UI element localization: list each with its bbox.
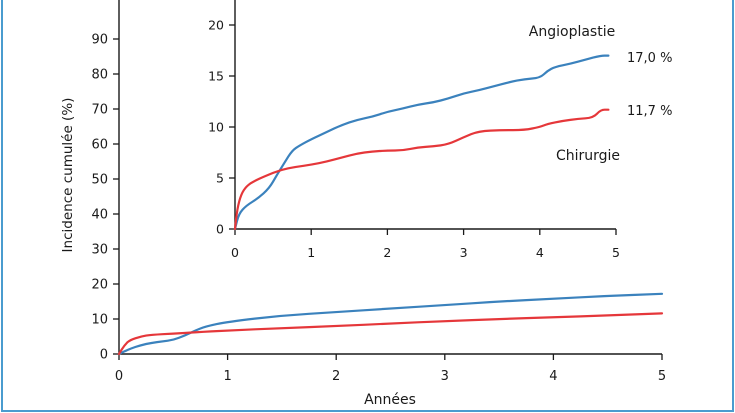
end-label-chirurgie: 11,7 %	[627, 104, 672, 119]
main-y-tick-label: 80	[91, 68, 108, 83]
main-x-ticks: 0 1 2 3 4 5	[115, 354, 666, 384]
main-y-axis-label: Incidence cumulée (%)	[60, 98, 76, 253]
inset-y-tick-label: 10	[208, 120, 224, 135]
main-x-tick-label: 0	[115, 369, 123, 384]
main-y-tick-label: 10	[91, 313, 108, 328]
inset-y-tick-label: 0	[216, 222, 224, 237]
inset-y-tick-label: 15	[208, 69, 224, 84]
inset-series-lines	[233, 54, 610, 231]
inset-x-ticks: 0 1 2 3 4 5	[231, 229, 620, 260]
inset-x-tick-label: 0	[231, 245, 239, 260]
inset-series-line-angioplastie	[233, 54, 610, 231]
inset-series-line-chirurgie	[233, 108, 610, 231]
inset-y-tick-label: 20	[208, 18, 224, 33]
main-x-axis-label: Années	[364, 392, 416, 408]
main-y-tick-label: 50	[91, 173, 108, 188]
main-x-tick-label: 5	[658, 369, 666, 384]
main-series-lines	[117, 292, 664, 356]
main-y-tick-label: 0	[100, 348, 108, 363]
main-y-tick-label: 30	[91, 243, 108, 258]
main-y-tick-label: 20	[91, 278, 108, 293]
main-x-tick-label: 2	[332, 369, 340, 384]
end-label-angioplastie: 17,0 %	[627, 51, 672, 66]
inset-x-tick-label: 1	[307, 245, 315, 260]
main-y-tick-label: 90	[91, 33, 108, 48]
inset-x-tick-label: 5	[612, 245, 620, 260]
annotation-chirurgie: Chirurgie	[556, 148, 620, 164]
main-y-tick-label: 70	[91, 103, 108, 118]
main-y-tick-label: 40	[91, 208, 108, 223]
inset-y-ticks: 0 5 10 15 20	[208, 18, 235, 237]
annotation-angioplastie: Angioplastie	[529, 24, 615, 40]
main-series-line-blue	[117, 292, 664, 356]
main-x-tick-label: 1	[223, 369, 231, 384]
inset-x-tick-label: 2	[383, 245, 391, 260]
main-y-ticks: 0 10 20 30 40 50 60 70 80 90	[91, 33, 119, 363]
inset-y-tick-label: 5	[216, 171, 224, 186]
inset-chart: 0 5 10 15 20 0 1 2 3 4 5 Angioplastie Chirurgie 1…	[208, 0, 672, 260]
main-x-tick-label: 3	[441, 369, 449, 384]
main-series-line-red	[117, 312, 664, 356]
inset-x-tick-label: 4	[536, 245, 544, 260]
main-y-tick-label: 60	[91, 138, 108, 153]
main-x-tick-label: 4	[549, 369, 557, 384]
inset-x-tick-label: 3	[460, 245, 468, 260]
